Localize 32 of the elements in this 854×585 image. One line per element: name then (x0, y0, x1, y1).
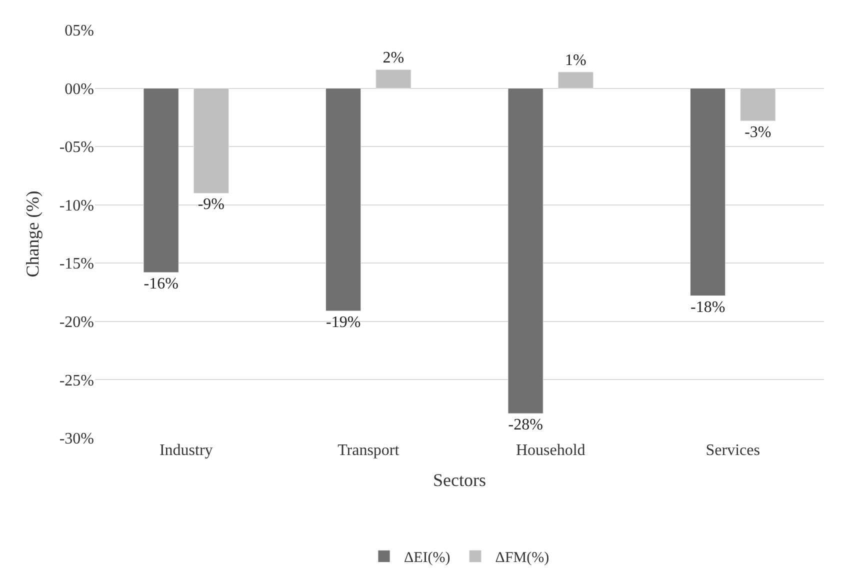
y-tick-label: 05% (64, 22, 94, 40)
data-label: 1% (565, 52, 586, 69)
data-label: -18% (690, 298, 726, 316)
x-axis-title: Sectors (433, 470, 486, 490)
bar (558, 72, 594, 89)
y-tick-label: -05% (59, 139, 94, 156)
legend-label: ΔFM(%) (495, 550, 550, 566)
legend-label: ΔEI(%) (404, 550, 450, 566)
bar (143, 88, 179, 273)
data-label: 2% (382, 50, 404, 67)
y-tick-label: -25% (59, 372, 94, 390)
bar (740, 88, 776, 122)
bar (690, 88, 726, 296)
data-label: -19% (326, 314, 361, 331)
data-label: -28% (508, 416, 543, 434)
y-axis-title: Change (%) (22, 190, 43, 278)
y-tick-label: -15% (59, 256, 94, 273)
data-label: -9% (198, 196, 225, 214)
x-tick-label: Services (706, 442, 760, 459)
x-tick-label: Transport (338, 442, 400, 459)
x-tick-label: Industry (159, 442, 213, 459)
y-tick-label: -30% (59, 430, 94, 448)
bar (376, 69, 412, 89)
bar (508, 88, 544, 414)
bar (193, 88, 229, 194)
y-tick-label: -20% (59, 314, 94, 332)
bar (326, 88, 362, 312)
data-label: -3% (744, 124, 772, 141)
x-tick-label: Household (516, 442, 586, 459)
y-tick-label: 00% (64, 80, 94, 98)
y-tick-label: -10% (59, 197, 94, 214)
data-label: -16% (144, 275, 178, 292)
